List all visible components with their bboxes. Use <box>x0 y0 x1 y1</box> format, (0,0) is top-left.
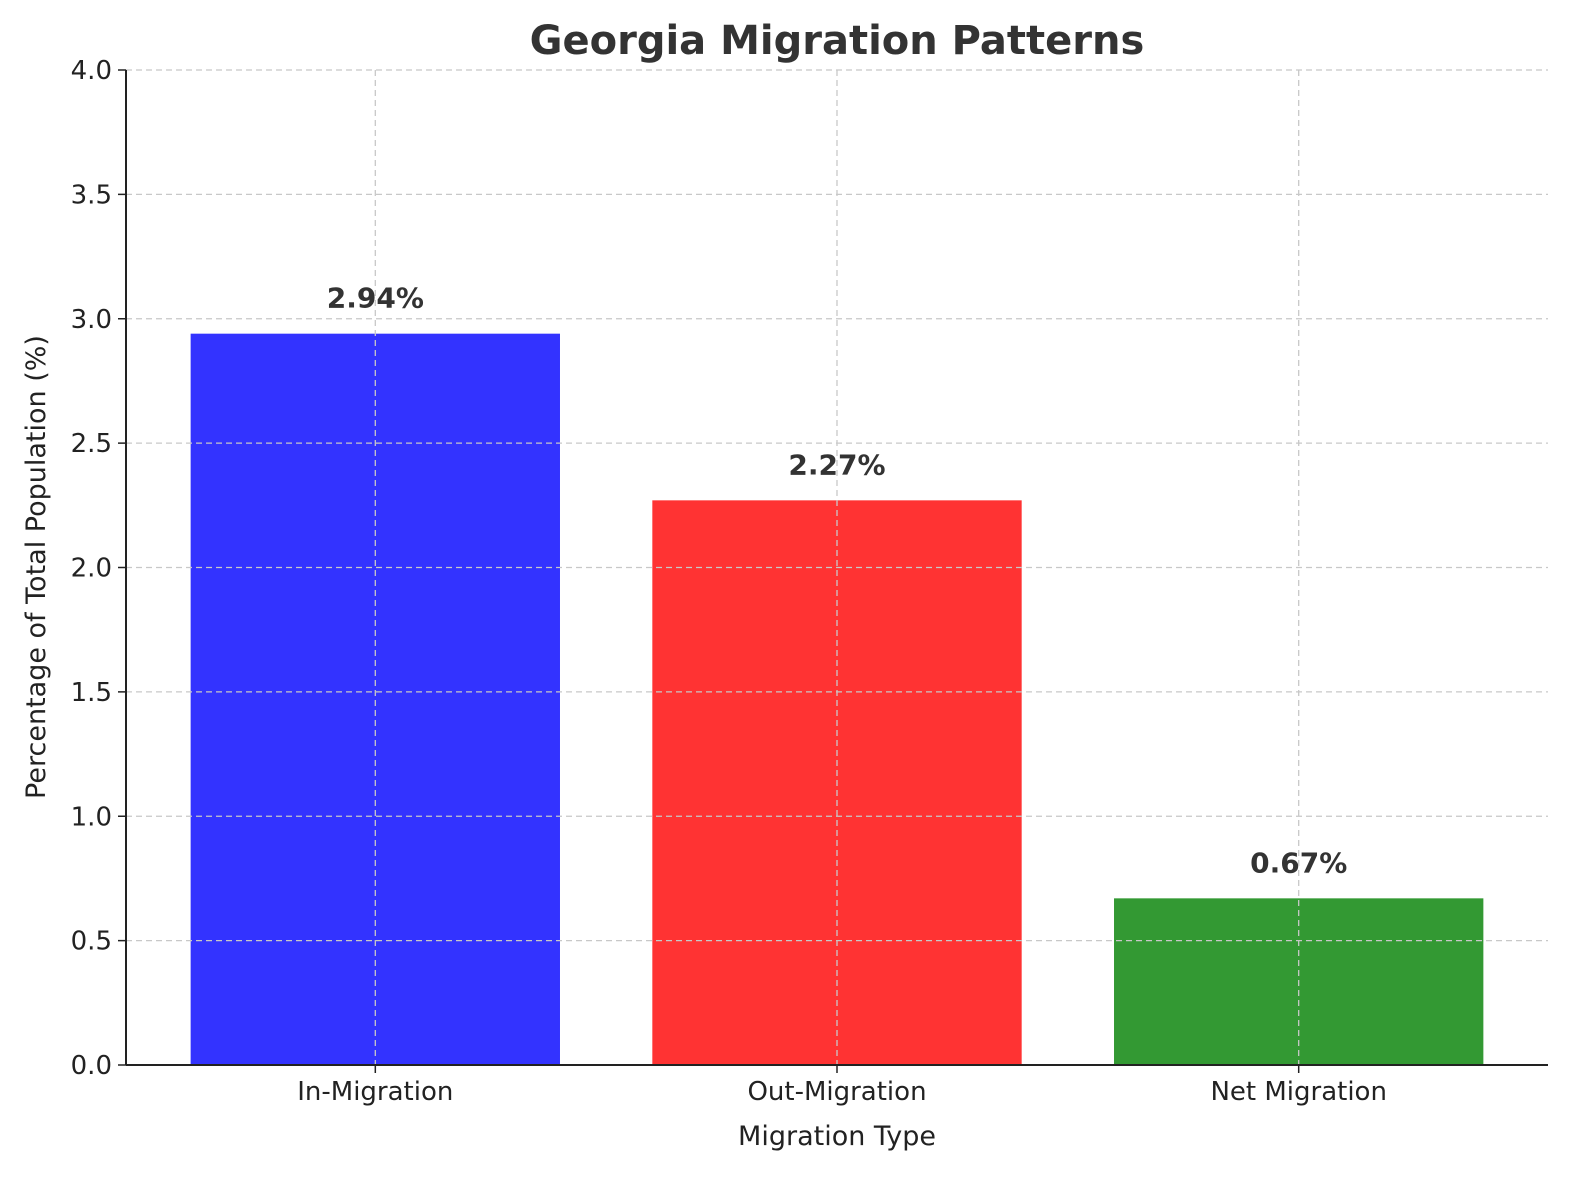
y-tick-label: 0.0 <box>71 1051 112 1081</box>
y-tick-label: 1.5 <box>71 678 112 708</box>
y-tick-label: 3.0 <box>71 305 112 335</box>
y-tick-label: 4.0 <box>71 56 112 86</box>
x-tick-label: Net Migration <box>1210 1077 1387 1107</box>
x-axis-label: Migration Type <box>738 1121 936 1152</box>
y-tick-label: 2.5 <box>71 429 112 459</box>
y-tick-label: 0.5 <box>71 927 112 957</box>
y-axis-label: Percentage of Total Population (%) <box>21 335 52 799</box>
y-tick-label: 3.5 <box>71 180 112 210</box>
data-label: 2.94% <box>327 282 424 315</box>
y-tick-label: 2.0 <box>71 554 112 584</box>
axes: 0.0 0.5 1.0 1.5 2.0 2.5 3.0 3.5 4.0 In-Migration O… <box>71 56 1548 1107</box>
y-tick-label: 1.0 <box>71 802 112 832</box>
chart-title: Georgia Migration Patterns <box>530 18 1145 64</box>
x-tick-label: In-Migration <box>297 1077 453 1107</box>
x-tick-label: Out-Migration <box>747 1077 926 1107</box>
